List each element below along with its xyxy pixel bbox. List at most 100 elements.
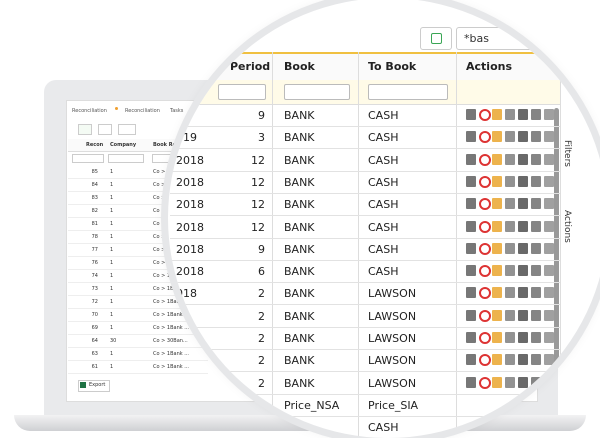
action-icon[interactable] xyxy=(479,354,491,367)
column-header[interactable]: Actions xyxy=(466,60,512,73)
action-icon[interactable] xyxy=(505,309,515,321)
action-icon[interactable] xyxy=(466,175,476,187)
action-icon[interactable] xyxy=(518,242,528,254)
toolbar-button[interactable] xyxy=(78,124,92,135)
action-icon[interactable] xyxy=(518,265,528,277)
column-header[interactable]: Recon xyxy=(86,142,104,148)
action-icon[interactable] xyxy=(518,354,528,366)
action-icon[interactable] xyxy=(479,309,491,322)
action-icon[interactable] xyxy=(466,265,476,277)
action-icon[interactable] xyxy=(518,175,528,187)
toolbar-button[interactable] xyxy=(118,124,136,135)
action-icon[interactable] xyxy=(505,109,515,120)
action-icon[interactable] xyxy=(544,153,554,165)
action-icon[interactable] xyxy=(544,376,554,388)
action-icon[interactable] xyxy=(544,175,554,187)
action-icon[interactable] xyxy=(544,265,554,277)
action-icon[interactable] xyxy=(505,242,515,254)
action-icon[interactable] xyxy=(505,354,515,366)
action-icon[interactable] xyxy=(544,332,554,343)
action-icon[interactable] xyxy=(505,376,515,388)
search-input[interactable] xyxy=(456,27,600,50)
action-icon[interactable] xyxy=(466,131,476,143)
action-icon[interactable] xyxy=(518,131,528,143)
filter-input[interactable] xyxy=(108,154,144,163)
action-icon[interactable] xyxy=(518,376,528,388)
action-icon[interactable] xyxy=(531,376,541,388)
action-icon[interactable] xyxy=(479,198,491,211)
action-icon[interactable] xyxy=(492,265,502,277)
filter-input[interactable] xyxy=(368,84,448,100)
action-icon[interactable] xyxy=(492,309,502,321)
action-icon[interactable] xyxy=(544,287,554,299)
action-icon[interactable] xyxy=(479,332,491,344)
action-icon[interactable] xyxy=(479,376,491,389)
action-icon[interactable] xyxy=(505,265,515,277)
action-icon[interactable] xyxy=(544,198,554,210)
action-icon[interactable] xyxy=(544,354,554,366)
action-icon[interactable] xyxy=(531,131,541,143)
action-icon[interactable] xyxy=(505,175,515,187)
action-icon[interactable] xyxy=(518,309,528,321)
action-icon[interactable] xyxy=(466,287,476,299)
action-icon[interactable] xyxy=(505,198,515,210)
action-icon[interactable] xyxy=(466,220,476,232)
action-icon[interactable] xyxy=(492,242,502,254)
action-icon[interactable] xyxy=(479,242,491,255)
save-button[interactable] xyxy=(420,27,452,50)
action-icon[interactable] xyxy=(531,198,541,210)
action-icon[interactable] xyxy=(492,131,502,143)
action-icon[interactable] xyxy=(531,354,541,366)
action-icon[interactable] xyxy=(518,332,528,343)
breadcrumb[interactable]: Tasks xyxy=(170,108,184,114)
toolbar-button[interactable] xyxy=(98,124,112,135)
action-icon[interactable] xyxy=(505,131,515,143)
action-icon[interactable] xyxy=(492,332,502,343)
action-icon[interactable] xyxy=(466,309,476,321)
action-icon[interactable] xyxy=(544,242,554,254)
action-icon[interactable] xyxy=(518,220,528,232)
action-icon[interactable] xyxy=(466,354,476,366)
action-icon[interactable] xyxy=(466,332,476,343)
export-label[interactable]: Export xyxy=(89,382,106,388)
action-icon[interactable] xyxy=(492,153,502,165)
action-icon[interactable] xyxy=(466,109,476,120)
action-icon[interactable] xyxy=(466,153,476,165)
action-icon[interactable] xyxy=(479,131,491,144)
action-icon[interactable] xyxy=(544,109,554,120)
side-tab[interactable]: Actions xyxy=(562,210,572,243)
action-icon[interactable] xyxy=(531,332,541,343)
action-icon[interactable] xyxy=(479,175,491,188)
breadcrumb[interactable]: Reconciliation xyxy=(125,108,160,114)
column-header[interactable]: Book Ref xyxy=(153,142,179,148)
action-icon[interactable] xyxy=(479,220,491,233)
action-icon[interactable] xyxy=(531,109,541,120)
action-icon[interactable] xyxy=(544,220,554,232)
action-icon[interactable] xyxy=(492,175,502,187)
column-header[interactable]: Period xyxy=(230,60,271,73)
action-icon[interactable] xyxy=(492,109,502,120)
action-icon[interactable] xyxy=(531,175,541,187)
action-icon[interactable] xyxy=(518,109,528,120)
action-icon[interactable] xyxy=(544,309,554,321)
action-icon[interactable] xyxy=(479,153,491,166)
export-button[interactable] xyxy=(78,380,110,392)
action-icon[interactable] xyxy=(505,332,515,343)
action-icon[interactable] xyxy=(518,287,528,299)
search-text[interactable]: *bas xyxy=(464,32,489,45)
action-icon[interactable] xyxy=(531,153,541,165)
action-icon[interactable] xyxy=(466,242,476,254)
action-icon[interactable] xyxy=(531,220,541,232)
filter-input[interactable] xyxy=(218,84,266,100)
action-icon[interactable] xyxy=(492,376,502,388)
action-icon[interactable] xyxy=(518,198,528,210)
action-icon[interactable] xyxy=(531,309,541,321)
action-icon[interactable] xyxy=(531,242,541,254)
action-icon[interactable] xyxy=(479,287,491,300)
filter-input[interactable] xyxy=(72,154,104,163)
column-header[interactable]: To Book xyxy=(368,60,417,73)
breadcrumb[interactable]: Reconciliation xyxy=(72,108,107,114)
action-icon[interactable] xyxy=(466,376,476,388)
action-icon[interactable] xyxy=(466,198,476,210)
action-icon[interactable] xyxy=(492,354,502,366)
